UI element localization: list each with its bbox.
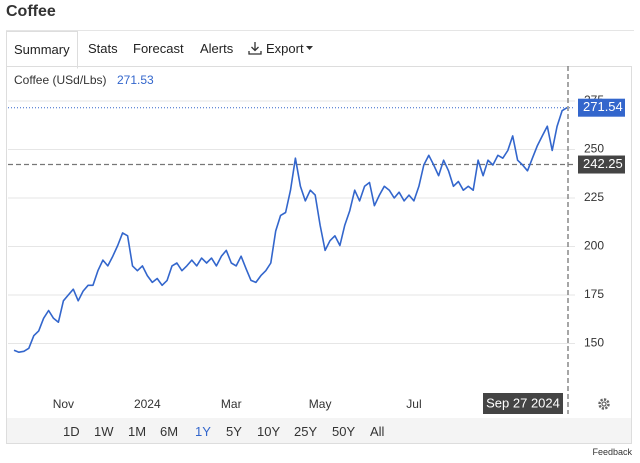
y-tick-label: 250 — [584, 142, 604, 156]
tab[interactable]: Export — [266, 41, 304, 56]
page-title: Coffee — [6, 3, 56, 20]
range-button[interactable]: 25Y — [294, 424, 318, 439]
tab[interactable]: Forecast — [133, 41, 184, 56]
range-button[interactable]: 10Y — [257, 424, 281, 439]
caret — [306, 46, 313, 50]
chart: Coffee (USd/Lbs) 271.53 1501752002252502… — [8, 66, 625, 414]
tab[interactable]: Stats — [88, 41, 118, 56]
range-button[interactable]: 1Y — [195, 424, 211, 439]
y-tick-label: 200 — [584, 239, 604, 253]
feedback-link[interactable]: Feedback — [592, 447, 632, 457]
chart-frame — [6, 66, 632, 444]
range-button[interactable]: All — [370, 424, 385, 439]
legend-label: Coffee (USd/Lbs) — [14, 73, 107, 87]
legend-value: 271.53 — [117, 73, 154, 87]
x-tick-label: May — [309, 397, 332, 411]
y-tick-label: 225 — [584, 190, 604, 204]
range-button[interactable]: 1W — [94, 424, 114, 439]
tab-bar: Summary Stats Forecast Alerts Export — [6, 30, 634, 69]
y-tick-label: 150 — [584, 336, 604, 350]
last-price-label: 271.54 — [583, 99, 623, 114]
range-button[interactable]: 1D — [63, 424, 80, 439]
crosshair-date-box — [483, 393, 563, 414]
range-button[interactable]: 1M — [128, 424, 147, 439]
x-tick-label: Jul — [406, 397, 421, 411]
crosshair-date-label: Sep 27 2024 — [486, 395, 560, 410]
crosshair-value-label: 242.25 — [583, 156, 623, 171]
y-tick-label: 175 — [584, 287, 604, 301]
range-bar: 1D 1W 1M 6M 1Y 5Y 10Y 25Y 50Y All — [7, 418, 631, 443]
x-tick-label: Mar — [221, 397, 242, 411]
download-icon — [248, 42, 262, 55]
range-button[interactable]: 6M — [160, 424, 179, 439]
tab[interactable]: Alerts — [200, 41, 234, 56]
range-button[interactable]: 50Y — [332, 424, 356, 439]
x-tick-label: Nov — [53, 397, 74, 411]
tab[interactable]: Summary — [6, 31, 78, 69]
x-tick-label: 2024 — [134, 397, 161, 411]
range-button[interactable]: 5Y — [226, 424, 242, 439]
settings-icon[interactable] — [598, 398, 610, 410]
price-line — [13, 107, 568, 353]
last-price-box — [578, 98, 625, 117]
crosshair-value-box — [578, 155, 625, 174]
